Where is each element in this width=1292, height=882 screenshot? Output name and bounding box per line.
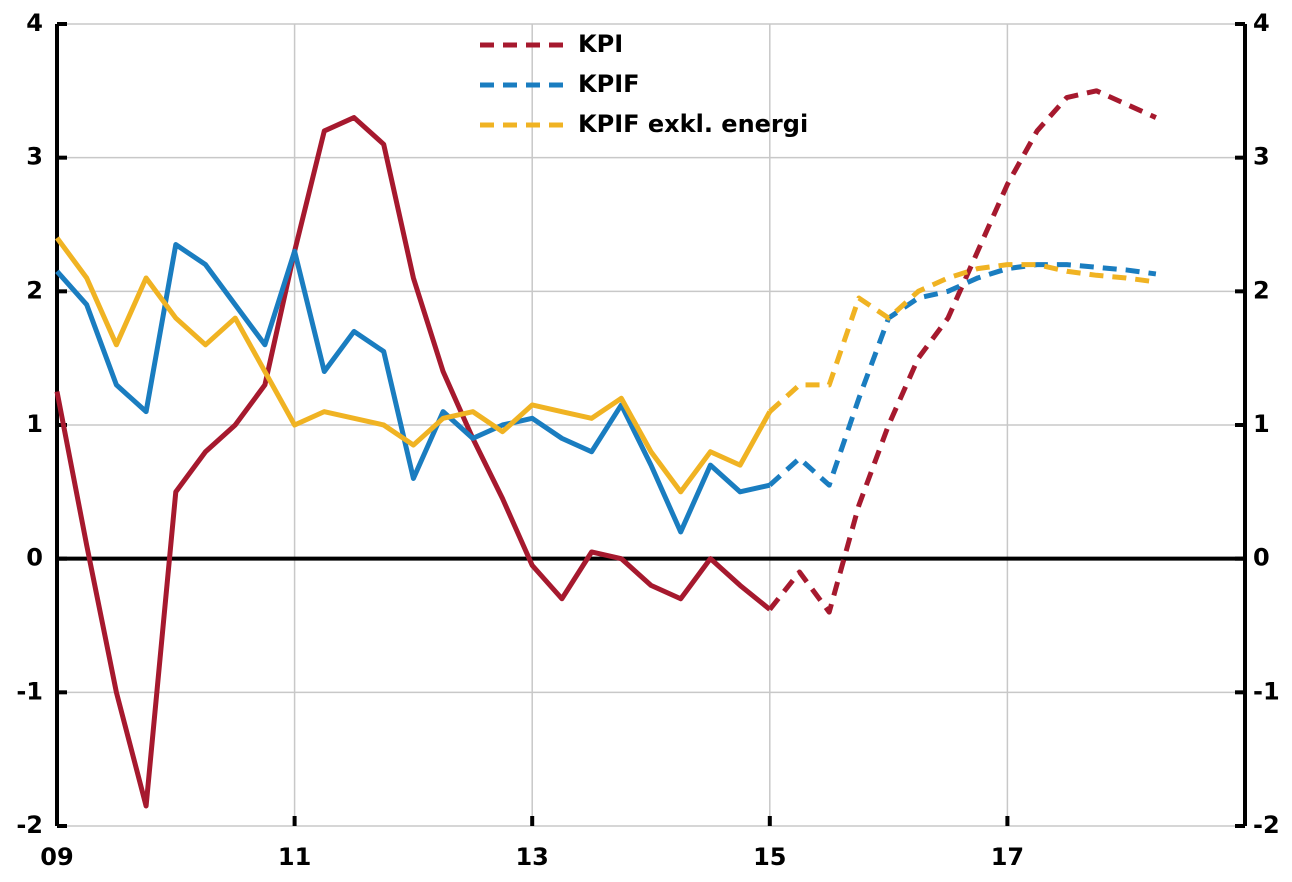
series-line xyxy=(54,236,772,495)
y-tick-label: 2 xyxy=(26,276,43,304)
y2-tick-label: -1 xyxy=(1253,677,1280,705)
series-line xyxy=(54,115,772,809)
x-tick-label: 11 xyxy=(278,843,311,871)
forecast-line xyxy=(768,262,1157,488)
y2-tick-label: 3 xyxy=(1253,143,1270,171)
legend-label: KPIF exkl. energi xyxy=(578,110,808,138)
x-tick-label: 09 xyxy=(40,843,73,871)
y-tick-label: 1 xyxy=(26,410,43,438)
y2-tick-label: 2 xyxy=(1253,276,1270,304)
y2-tick-label: 1 xyxy=(1253,410,1270,438)
y2-tick-label: 0 xyxy=(1253,544,1270,572)
y2-tick-label: 4 xyxy=(1253,9,1270,37)
forecast-line xyxy=(768,262,1157,414)
y-tick-label: -2 xyxy=(16,811,43,839)
y-tick-label: 4 xyxy=(26,9,43,37)
y-tick-label: -1 xyxy=(16,677,43,705)
forecast-line xyxy=(767,88,1157,615)
x-tick-label: 13 xyxy=(515,843,548,871)
legend-label: KPIF xyxy=(578,70,640,98)
y-tick-label: 3 xyxy=(26,143,43,171)
y-tick-label: 0 xyxy=(26,544,43,572)
x-tick-label: 17 xyxy=(991,843,1024,871)
x-tick-label: 15 xyxy=(753,843,786,871)
y2-tick-label: -2 xyxy=(1253,811,1280,839)
legend-label: KPI xyxy=(578,30,623,58)
series-line xyxy=(55,242,771,535)
